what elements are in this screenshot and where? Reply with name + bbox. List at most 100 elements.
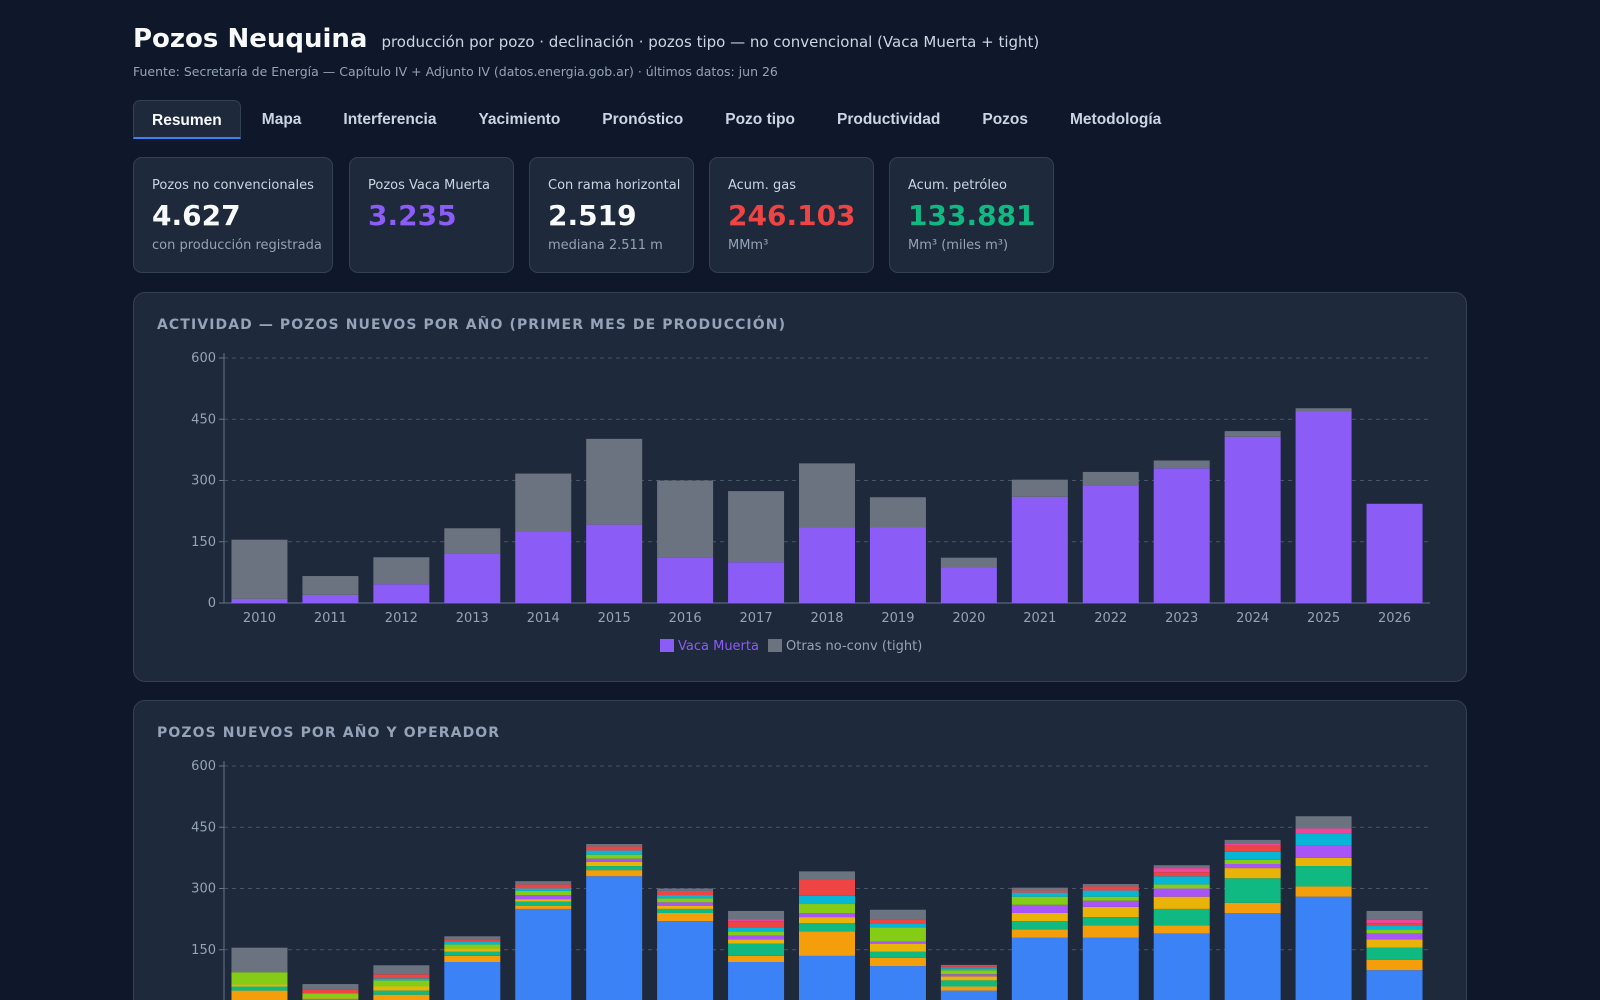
bar-segment-operator-9-2015 xyxy=(586,843,643,847)
bar-segment-operator-1-2024 xyxy=(1224,902,1281,913)
bar-segment-operator-0-2018 xyxy=(799,955,855,1000)
bar-segment-operator-7-2017 xyxy=(728,921,785,928)
bar-segment-operator-2-2026 xyxy=(1366,947,1423,960)
bar-tight-2014 xyxy=(515,473,572,532)
kpi-subtext: mediana 2.511 m xyxy=(548,238,663,253)
bar-vaca-muerta-2017 xyxy=(728,562,785,603)
bar-segment-operator-1-2012 xyxy=(373,994,430,1000)
bar-segment-operator-4-2017 xyxy=(728,935,785,940)
bar-segment-operator-9-2013 xyxy=(444,936,501,940)
tab-resumen[interactable]: Resumen xyxy=(133,100,241,139)
legend-swatch-vaca-muerta xyxy=(660,639,674,652)
bar-segment-operator-4-2015 xyxy=(586,858,643,862)
x-tick-label: 2012 xyxy=(385,611,418,626)
bar-segment-operator-9-2014 xyxy=(515,881,572,885)
bar-segment-operator-3-2015 xyxy=(586,861,643,867)
bar-segment-operator-3-2018 xyxy=(799,917,855,924)
bar-segment-operator-5-2011 xyxy=(302,993,359,998)
bar-segment-operator-3-2022 xyxy=(1082,906,1139,918)
bar-segment-operator-1-2015 xyxy=(586,870,643,877)
bar-segment-operator-3-2016 xyxy=(657,905,714,909)
bar-segment-operator-6-2022 xyxy=(1082,890,1139,897)
bar-segment-operator-9-2019 xyxy=(869,909,926,920)
tab-yacimiento[interactable]: Yacimiento xyxy=(478,111,561,128)
page-subtitle: producción por pozo · declinación · pozo… xyxy=(381,33,1040,51)
bar-vaca-muerta-2024 xyxy=(1224,436,1281,603)
bar-segment-operator-1-2010 xyxy=(231,990,288,1000)
bar-tight-2024 xyxy=(1224,431,1281,437)
kpi-label: Pozos no convencionales xyxy=(152,178,314,193)
activity-chart: 0 150 300 450 600 2010 2011 2012 2013 2014 2015 201… xyxy=(191,351,1430,654)
bar-segment-operator-0-2015 xyxy=(586,876,643,1000)
bar-segment-operator-3-2025 xyxy=(1295,857,1352,867)
bar-segment-operator-2-2012 xyxy=(373,990,430,995)
bar-segment-operator-6-2025 xyxy=(1295,833,1352,846)
bar-segment-operator-0-2026 xyxy=(1366,970,1423,1000)
y-tick-label: 600 xyxy=(191,759,216,774)
bar-segment-operator-2-2023 xyxy=(1153,908,1210,926)
page-title: Pozos Neuquina xyxy=(133,24,368,54)
bar-segment-operator-5-2018 xyxy=(799,904,855,913)
activity-chart-title: ACTIVIDAD — POZOS NUEVOS POR AÑO (PRIMER… xyxy=(157,317,787,333)
x-tick-label: 2015 xyxy=(598,611,631,626)
bar-segment-operator-2-2013 xyxy=(444,951,501,956)
kpi-value: 4.627 xyxy=(152,199,241,232)
x-tick-label: 2022 xyxy=(1094,611,1127,626)
y-tick-label: 150 xyxy=(191,535,216,550)
kpi-value: 2.519 xyxy=(548,199,637,232)
x-tick-label: 2014 xyxy=(527,611,560,626)
y-tick-label: 600 xyxy=(191,351,216,366)
bar-segment-operator-6-2018 xyxy=(799,895,855,905)
bar-segment-operator-3-2014 xyxy=(515,899,572,902)
bar-segment-operator-5-2024 xyxy=(1224,859,1281,864)
bar-segment-operator-2-2020 xyxy=(940,980,997,987)
bar-tight-2020 xyxy=(940,557,997,568)
tab-pozo-tipo[interactable]: Pozo tipo xyxy=(725,111,795,128)
bar-segment-operator-7-2012 xyxy=(373,974,430,979)
bar-segment-operator-6-2015 xyxy=(586,850,643,855)
tab-pronostico[interactable]: Pronóstico xyxy=(602,111,684,128)
bar-tight-2011 xyxy=(302,576,359,595)
tab-interferencia[interactable]: Interferencia xyxy=(343,111,437,128)
bar-segment-operator-7-2020 xyxy=(940,966,997,969)
bar-vaca-muerta-2025 xyxy=(1295,411,1352,603)
bar-segment-operator-3-2026 xyxy=(1366,939,1423,948)
kpi-subtext: Mm³ (miles m³) xyxy=(908,238,1009,253)
bar-segment-operator-7-2026 xyxy=(1366,923,1423,926)
bar-segment-operator-0-2020 xyxy=(940,990,997,1000)
bar-segment-operator-1-2013 xyxy=(444,955,501,962)
bar-segment-operator-0-2021 xyxy=(1011,937,1068,1000)
bar-segment-operator-7-2018 xyxy=(799,879,855,896)
bar-segment-operator-2-2015 xyxy=(586,866,643,871)
bar-segment-operator-0-2022 xyxy=(1082,937,1139,1000)
tab-mapa[interactable]: Mapa xyxy=(261,111,302,128)
bar-segment-operator-6-2023 xyxy=(1153,876,1210,885)
kpi-label: Con rama horizontal xyxy=(548,178,681,193)
bar-segment-operator-0-2014 xyxy=(515,908,572,1000)
bar-segment-operator-7-2024 xyxy=(1224,845,1281,852)
bar-segment-operator-8-2024 xyxy=(1224,843,1281,846)
bar-segment-operator-7-2011 xyxy=(302,989,359,994)
kpi-card: Pozos Vaca Muerta 3.235 xyxy=(349,157,514,273)
bar-segment-operator-9-2022 xyxy=(1082,884,1139,887)
tab-metodologia[interactable]: Metodología xyxy=(1070,111,1162,128)
bar-segment-operator-5-2026 xyxy=(1366,929,1423,934)
y-tick-label: 300 xyxy=(191,882,216,897)
bar-tight-2025 xyxy=(1295,408,1352,412)
bar-segment-operator-1-2021 xyxy=(1011,929,1068,938)
y-tick-label: 300 xyxy=(191,474,216,489)
operator-chart-title: POZOS NUEVOS POR AÑO Y OPERADOR xyxy=(157,725,501,741)
bar-segment-operator-1-2014 xyxy=(515,905,572,909)
kpi-label: Acum. petróleo xyxy=(908,178,1007,193)
bar-vaca-muerta-2010 xyxy=(231,598,288,603)
bar-segment-operator-2-2025 xyxy=(1295,866,1352,887)
bar-segment-operator-2-2017 xyxy=(728,943,785,956)
tab-productividad[interactable]: Productividad xyxy=(837,111,941,128)
bar-segment-operator-0-2024 xyxy=(1224,913,1281,1000)
bar-segment-operator-9-2026 xyxy=(1366,910,1423,920)
tab-pozos[interactable]: Pozos xyxy=(982,111,1029,128)
bar-segment-operator-1-2023 xyxy=(1153,925,1210,934)
kpi-subtext: con producción registrada xyxy=(152,238,322,253)
bar-segment-operator-5-2016 xyxy=(657,898,714,903)
bar-segment-operator-1-2019 xyxy=(869,957,926,967)
